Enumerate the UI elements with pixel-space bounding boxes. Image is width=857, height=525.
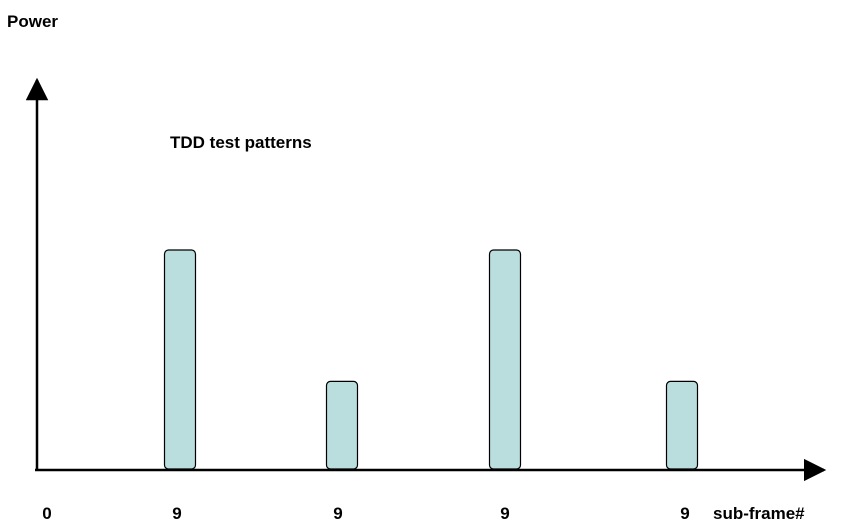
y-axis-label: Power <box>7 12 58 31</box>
x-tick-labels: 0 9 9 9 9 <box>42 504 689 523</box>
bar-1 <box>163 249 197 470</box>
diagram-annotation: TDD test patterns <box>170 133 312 152</box>
bar-4 <box>665 380 699 470</box>
x-tick-label: 9 <box>333 504 342 523</box>
bars-group <box>163 249 699 470</box>
bar-3 <box>488 249 522 470</box>
x-tick-label: 0 <box>42 504 51 523</box>
x-tick-label: 9 <box>680 504 689 523</box>
bar-2 <box>325 380 359 470</box>
x-axis-label: sub-frame# <box>713 504 805 523</box>
x-tick-label: 9 <box>172 504 181 523</box>
x-tick-label: 9 <box>500 504 509 523</box>
